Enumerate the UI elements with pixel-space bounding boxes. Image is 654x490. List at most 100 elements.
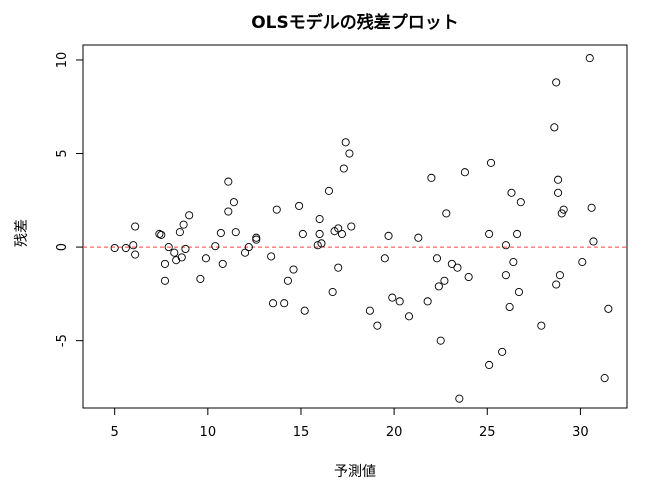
x-tick-label: 15 — [293, 425, 310, 440]
data-point — [384, 231, 393, 240]
data-point — [345, 149, 354, 158]
data-point — [328, 287, 337, 297]
data-points — [110, 54, 613, 403]
data-point — [414, 233, 423, 242]
data-point — [289, 265, 298, 274]
data-point — [201, 254, 211, 263]
data-point — [121, 243, 130, 253]
data-point — [164, 243, 173, 252]
x-tick-label: 30 — [572, 425, 589, 440]
data-point — [224, 207, 233, 216]
data-point — [224, 177, 233, 186]
data-point — [341, 138, 350, 147]
data-point — [455, 394, 464, 403]
data-point — [501, 241, 510, 250]
data-point — [231, 228, 240, 237]
y-axis-label: 残差 — [14, 219, 30, 247]
data-point — [267, 252, 276, 261]
data-point — [440, 276, 449, 285]
data-point — [334, 224, 343, 233]
data-point — [334, 263, 343, 272]
data-point — [442, 209, 451, 218]
y-tick-label: -5 — [55, 334, 70, 347]
data-point — [552, 280, 561, 289]
data-point — [280, 299, 289, 308]
data-point — [268, 299, 278, 308]
x-tick-label: 10 — [200, 425, 217, 440]
data-point — [252, 235, 261, 244]
y-tick-label: 5 — [55, 149, 70, 157]
data-point — [170, 248, 179, 257]
data-point — [604, 304, 613, 313]
x-tick-label: 5 — [111, 425, 119, 440]
data-point — [181, 244, 190, 254]
y-tick-label: 10 — [55, 52, 70, 69]
data-point — [160, 276, 170, 285]
data-point — [554, 175, 563, 184]
data-point — [175, 228, 184, 237]
data-point — [160, 259, 170, 268]
data-point — [131, 250, 140, 259]
data-point — [557, 209, 566, 218]
data-point — [447, 259, 456, 268]
data-point — [155, 229, 164, 239]
data-point — [272, 205, 281, 214]
data-point — [559, 205, 568, 214]
data-point — [388, 293, 397, 302]
data-point — [196, 274, 205, 283]
data-point — [347, 222, 356, 231]
data-point — [513, 229, 522, 239]
data-point — [131, 222, 140, 231]
data-point — [578, 258, 587, 267]
data-point — [241, 248, 250, 257]
data-point — [537, 321, 546, 330]
data-point — [283, 276, 292, 285]
data-point — [516, 198, 525, 207]
data-point — [298, 229, 307, 239]
data-point — [432, 254, 442, 263]
data-point — [587, 203, 596, 212]
chart-title: OLSモデルの残差プロット — [251, 12, 459, 33]
data-point — [218, 259, 227, 268]
data-point — [434, 282, 443, 291]
data-point — [589, 237, 598, 246]
data-point — [337, 229, 347, 239]
y-axis: -5 0 5 10 — [55, 52, 84, 347]
data-point — [129, 241, 138, 250]
data-point — [552, 78, 561, 87]
data-point — [177, 253, 186, 262]
data-point — [157, 230, 166, 239]
data-point — [216, 228, 225, 238]
data-point — [585, 54, 594, 63]
data-point — [453, 263, 462, 272]
data-point — [380, 254, 389, 263]
data-point — [373, 321, 382, 330]
data-point — [485, 360, 494, 370]
data-point — [395, 297, 404, 306]
y-tick-label: 0 — [55, 243, 70, 251]
data-point — [244, 243, 253, 252]
data-point — [179, 220, 188, 229]
data-point — [185, 211, 194, 220]
data-point — [600, 374, 609, 383]
data-point — [317, 239, 326, 248]
data-point — [324, 186, 333, 195]
data-point — [365, 306, 374, 315]
x-tick-label: 25 — [479, 425, 496, 440]
data-point — [507, 188, 516, 197]
data-point — [315, 214, 324, 224]
data-point — [110, 243, 119, 253]
data-point — [554, 188, 563, 197]
data-point — [514, 287, 523, 297]
data-point — [229, 198, 238, 207]
data-point — [313, 241, 322, 250]
data-point — [252, 233, 261, 242]
data-point — [498, 347, 507, 356]
data-point — [501, 271, 510, 280]
data-point — [211, 242, 220, 251]
data-point — [295, 201, 304, 210]
data-point — [423, 297, 432, 306]
data-point — [172, 256, 181, 265]
data-point — [315, 229, 324, 239]
